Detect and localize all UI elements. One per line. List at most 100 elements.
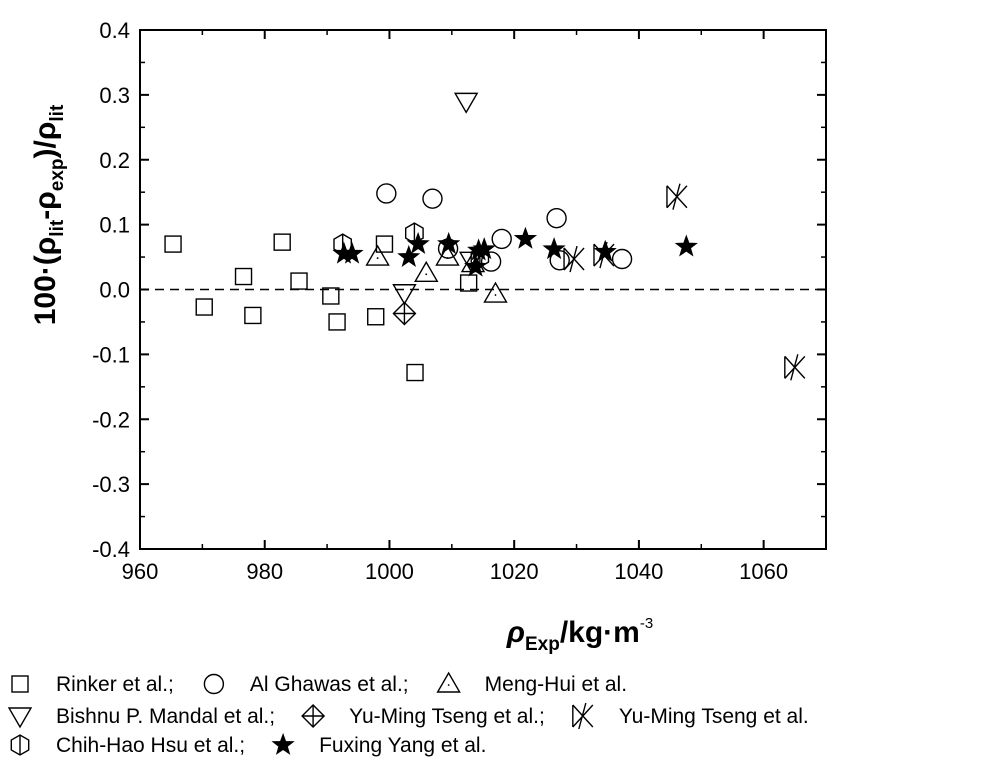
legend-label: Meng-Hui et al. (485, 673, 627, 696)
x-axis-title-symbol: ρ (506, 616, 525, 649)
y-axis-title-subscript: lit (47, 219, 68, 237)
data-point (392, 301, 417, 326)
data-point (437, 231, 461, 254)
legend-marker (203, 673, 225, 695)
data-point (463, 254, 488, 277)
plot-frame (139, 29, 827, 550)
legend-item: Al Ghawas et al.; (203, 673, 409, 696)
data-point (340, 241, 364, 264)
x-tick-label: 1000 (365, 559, 414, 584)
legend-label: Yu-Ming Tseng et al. (619, 705, 809, 728)
data-point (784, 354, 806, 381)
legend-marker (301, 704, 326, 728)
legend-item: Meng-Hui et al. (436, 671, 627, 696)
data-point (406, 231, 430, 254)
x-tick-label: 1040 (614, 559, 663, 584)
y-tick-label: 0.0 (99, 278, 130, 303)
data-point (666, 183, 688, 210)
x-tick-label: 1020 (490, 559, 539, 584)
legend-item: Yu-Ming Tseng et al. (572, 702, 809, 730)
legend-item: Bishnu P. Mandal et al.; (7, 705, 275, 729)
legend-label: Yu-Ming Tseng et al.; (349, 705, 545, 728)
data-point (392, 284, 417, 306)
legend-label: Rinker et al.; (56, 673, 174, 696)
data-points (164, 92, 806, 382)
x-axis-title: ρExp/kg·m-3 (506, 615, 653, 655)
data-point (375, 235, 394, 253)
legend-label: Fuxing Yang et al. (319, 734, 486, 757)
data-point (480, 251, 502, 272)
legend-marker (572, 702, 594, 730)
legend-marker (271, 732, 295, 755)
legend-item: Rinker et al.; (11, 673, 174, 696)
data-point (674, 234, 698, 257)
legend-item: Chih-Hao Hsu et al.; (10, 734, 245, 757)
data-point (414, 260, 439, 282)
data-point (542, 237, 566, 260)
y-tick-label: 0.3 (99, 83, 130, 108)
data-point (234, 267, 253, 286)
legend-label: Al Ghawas et al.; (250, 673, 409, 696)
legend-row: Bishnu P. Mandal et al.; Yu-Ming Tseng et… (7, 702, 809, 730)
y-tick-label: -0.1 (92, 342, 130, 367)
y-axis-title-part: 100·(ρ (29, 237, 62, 326)
legend-row: Rinker et al.; Al Ghawas et al.; Meng-Hui … (11, 671, 627, 696)
data-point (164, 235, 182, 253)
x-axis-title-superscript: -3 (640, 615, 653, 632)
data-point (422, 188, 443, 209)
data-point (290, 272, 308, 290)
legend-marker (11, 675, 29, 693)
data-point (376, 183, 397, 204)
data-point (513, 226, 538, 249)
y-axis-title-part: )/ρ (29, 122, 62, 159)
legend-marker (10, 734, 30, 756)
x-tick-label: 980 (246, 559, 283, 584)
y-tick-label: 0.1 (99, 213, 130, 238)
series-star (332, 226, 698, 277)
data-point (195, 298, 213, 316)
y-axis-title: 100·(ρlit-ρexp)/ρlit (29, 104, 68, 325)
y-axis-title-subscript: lit (47, 104, 68, 122)
data-point (435, 244, 460, 266)
data-point (546, 207, 567, 229)
legend-label: Bishnu P. Mandal et al.; (56, 705, 275, 728)
data-point (459, 274, 478, 292)
data-point (367, 308, 385, 326)
axes: -0.4 -0.3 -0.2 -0.1 0.0 0.1 0.2 0.3 0.4 960 980 100… (92, 18, 827, 584)
data-point (406, 363, 424, 382)
data-point (611, 248, 633, 270)
data-point (563, 245, 585, 273)
data-point (483, 281, 508, 303)
y-tick-label: -0.4 (92, 537, 130, 562)
data-point (365, 244, 390, 266)
data-point (273, 233, 291, 251)
series-crossed-diamond (392, 301, 417, 326)
x-axis-title-subscript: Exp (525, 634, 560, 655)
x-tick-label: 1060 (739, 559, 788, 584)
data-point (549, 250, 570, 271)
data-point (397, 244, 421, 267)
y-axis-title-part: -ρ (29, 191, 62, 220)
data-point (593, 239, 617, 262)
legend-label: Chih-Hao Hsu et al.; (56, 734, 245, 757)
data-point (244, 306, 262, 325)
y-tick-label: -0.2 (92, 407, 130, 432)
legend-marker (436, 671, 461, 693)
legend: Rinker et al.; Al Ghawas et al.; Meng-Hui … (7, 671, 809, 757)
x-axis-title-unit: /kg·m (560, 616, 640, 649)
y-tick-label: 0.4 (99, 18, 130, 43)
y-tick-label: -0.3 (92, 472, 130, 497)
data-point (453, 92, 479, 114)
y-axis-title-subscript: exp (47, 158, 68, 191)
legend-item: Fuxing Yang et al. (271, 732, 486, 757)
legend-row: Chih-Hao Hsu et al.; Fuxing Yang et al. (10, 732, 486, 757)
data-point (328, 313, 346, 331)
series-square (164, 233, 478, 382)
legend-marker (7, 707, 33, 729)
series-crossed-bowtie (563, 183, 806, 381)
y-tick-label: 0.2 (99, 148, 130, 173)
x-tick-label: 960 (122, 559, 159, 584)
data-point (491, 228, 512, 250)
data-point (472, 237, 496, 260)
